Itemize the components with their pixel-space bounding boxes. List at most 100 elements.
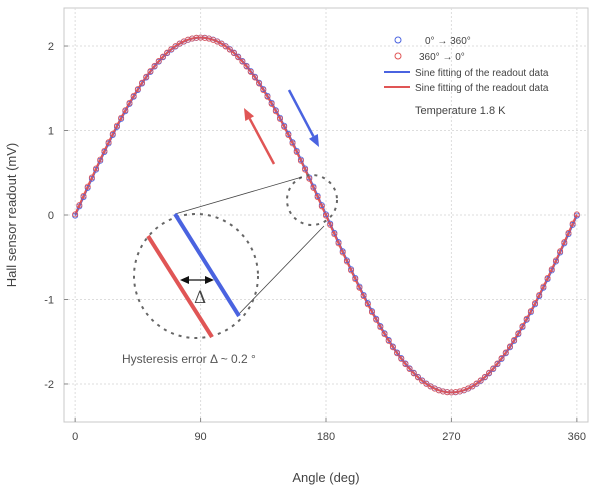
backward-data-point	[348, 267, 355, 274]
backward-data-point	[414, 374, 421, 381]
backward-data-point	[84, 183, 91, 190]
backward-data-point	[406, 365, 413, 372]
delta-arrowhead-right	[205, 276, 214, 284]
temperature-label: Temperature 1.8 K	[415, 105, 506, 117]
backward-data-point	[159, 53, 166, 60]
backward-data-point	[122, 107, 129, 114]
backward-data-point	[222, 43, 229, 50]
backward-data-point	[293, 148, 300, 155]
backward-data-point	[490, 365, 497, 372]
backward-data-point	[151, 62, 158, 69]
forward-scan-arrow	[287, 89, 319, 147]
backward-data-point	[486, 369, 493, 376]
backward-data-point	[448, 389, 455, 396]
y-tick-label: 1	[48, 126, 54, 138]
backward-data-point	[435, 387, 442, 394]
x-tick-label: 360	[568, 431, 586, 443]
backward-data-point	[201, 34, 208, 41]
backward-data-point	[385, 337, 392, 344]
backward-data-point	[226, 46, 233, 53]
backward-data-point	[139, 79, 146, 86]
backward-data-point	[260, 86, 267, 93]
backward-data-point	[264, 93, 271, 100]
backward-data-point	[72, 211, 79, 218]
backward-data-point	[339, 249, 346, 256]
zoom-inset: Δ Hysteresis error Δ ~ 0.2 °	[122, 174, 338, 366]
backward-data-point	[519, 323, 526, 330]
backward-data-point	[481, 373, 488, 380]
backward-data-point	[302, 166, 309, 173]
backward-data-point	[185, 36, 192, 43]
backward-data-point	[544, 275, 551, 282]
backward-data-point	[130, 92, 137, 99]
backward-data-point	[235, 54, 242, 61]
backward-data-point	[381, 331, 388, 338]
backward-data-point	[101, 147, 108, 154]
backward-data-point	[155, 58, 162, 65]
y-tick-label: -2	[44, 379, 54, 391]
backward-data-point	[398, 355, 405, 362]
backward-data-point	[76, 202, 83, 209]
backward-data-point	[377, 324, 384, 331]
backward-data-point	[193, 34, 200, 41]
backward-scan-arrow-shaft	[248, 117, 276, 165]
backward-data-point	[573, 211, 580, 218]
backward-data-point	[109, 130, 116, 137]
x-tick-label: 0	[72, 431, 78, 443]
backward-data-point	[277, 115, 284, 122]
legend: 0° → 360° 360° → 0° Sine fitting of the …	[384, 36, 549, 117]
backward-data-point	[565, 229, 572, 236]
backward-data-point	[322, 212, 329, 219]
backward-data-point	[502, 349, 509, 356]
backward-data-point	[494, 360, 501, 367]
backward-data-point	[440, 388, 447, 395]
backward-data-point	[368, 309, 375, 316]
backward-data-point	[557, 248, 564, 255]
backward-data-point	[97, 156, 104, 163]
backward-data-point	[511, 337, 518, 344]
backward-data-point	[540, 283, 547, 290]
backward-data-point	[473, 380, 480, 387]
scan-direction-arrows	[244, 89, 319, 165]
backward-data-point	[314, 194, 321, 201]
backward-data-point	[197, 34, 204, 41]
zoomed-forward-line	[173, 212, 241, 318]
backward-data-point	[113, 122, 120, 129]
backward-data-point	[189, 35, 196, 42]
legend-backward-fit-label: Sine fitting of the readout data	[415, 83, 549, 94]
axis-ticks: 0 90 180 270 360 -2 -1 0 1 2	[44, 41, 586, 443]
backward-data-point	[523, 315, 530, 322]
backward-data-point	[431, 385, 438, 392]
backward-data-point	[402, 361, 409, 368]
data-series	[72, 34, 580, 396]
backward-data-point	[164, 49, 171, 56]
backward-data-point	[180, 38, 187, 45]
backward-data-point	[419, 377, 426, 384]
backward-data-point	[247, 68, 254, 75]
backward-data-point	[498, 355, 505, 362]
backward-data-point	[527, 308, 534, 315]
x-tick-label: 180	[317, 431, 335, 443]
backward-scan-arrow-head	[244, 108, 255, 121]
backward-fit-line	[74, 36, 578, 394]
backward-data-point	[272, 108, 279, 115]
legend-forward-marker	[394, 36, 402, 44]
backward-data-point	[515, 330, 522, 337]
backward-data-point	[561, 239, 568, 246]
backward-data-point	[297, 157, 304, 164]
backward-data-point	[360, 293, 367, 300]
y-tick-label: 2	[48, 41, 54, 53]
backward-data-point	[268, 100, 275, 107]
backward-data-point	[168, 46, 175, 53]
backward-data-point	[532, 300, 539, 307]
backward-data-point	[93, 165, 100, 172]
legend-backward-label: 360° → 0°	[419, 52, 465, 63]
backward-data-point	[143, 73, 150, 80]
backward-data-point	[536, 291, 543, 298]
zoom-source-circle	[286, 174, 338, 226]
backward-data-point	[389, 344, 396, 351]
backward-data-point	[105, 139, 112, 146]
backward-data-point	[205, 35, 212, 42]
backward-data-point	[251, 74, 258, 81]
backward-data-point	[243, 63, 250, 70]
